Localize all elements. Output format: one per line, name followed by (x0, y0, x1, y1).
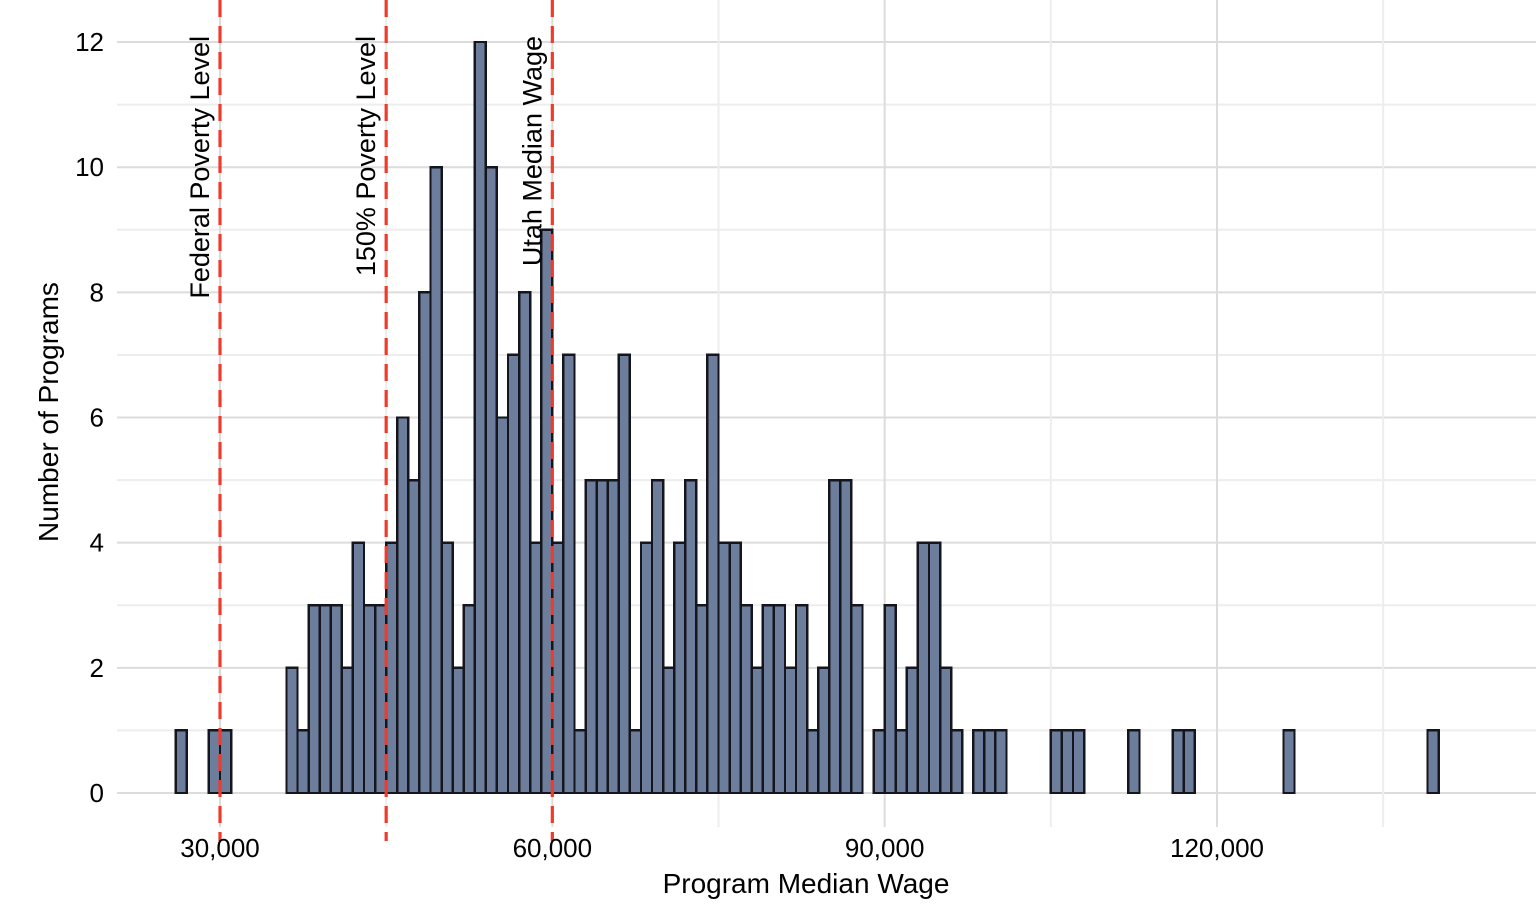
histogram-bar (1171, 729, 1185, 795)
histogram-bar (872, 729, 886, 795)
histogram-bar (440, 541, 454, 795)
histogram-bar (373, 604, 388, 795)
histogram-bar (684, 478, 698, 795)
histogram-bar (451, 666, 465, 795)
histogram-bar (994, 729, 1008, 795)
bars-layer (174, 40, 1440, 795)
histogram-bar (429, 165, 443, 795)
histogram-bar (174, 729, 188, 795)
histogram-bar (750, 666, 765, 795)
histogram-bar (573, 729, 587, 795)
histogram-bar (407, 478, 421, 795)
histogram-bar (528, 541, 543, 795)
histogram-bar (562, 353, 576, 795)
histogram-bar (983, 729, 997, 795)
histogram-bar (384, 541, 399, 795)
histogram-bar (761, 604, 776, 795)
histogram-bar (850, 604, 864, 795)
x-tick-label: 30,000 (180, 833, 260, 863)
histogram-bar (396, 416, 410, 795)
histogram-bar (783, 666, 798, 795)
y-tick-label: 0 (90, 778, 104, 808)
histogram-bar (495, 416, 510, 795)
reference-lines-layer: Federal Poverty Level 150% Poverty Level U… (185, 0, 554, 841)
histogram-bar (517, 291, 532, 795)
histogram-bar (672, 541, 687, 795)
histogram-bar (584, 478, 598, 795)
x-tick-label: 90,000 (845, 833, 925, 863)
histogram-bar (595, 478, 609, 795)
x-tick-label: 60,000 (513, 833, 593, 863)
histogram-bar (506, 353, 521, 795)
histogram-bar (362, 604, 377, 795)
histogram-bar (1182, 729, 1197, 795)
histogram-bar (296, 729, 310, 795)
histogram-bar (938, 666, 953, 795)
histogram-bar (817, 666, 831, 795)
histogram-bar (551, 541, 565, 795)
histogram-bar (717, 541, 731, 795)
histogram-bar (927, 541, 942, 795)
histogram-bar (1282, 729, 1296, 795)
histogram-bar (1127, 729, 1141, 795)
histogram-bar (772, 604, 787, 795)
y-tick-label: 12 (75, 27, 104, 57)
histogram-bar (351, 541, 366, 795)
y-tick-label: 8 (90, 277, 104, 307)
histogram-bar (484, 165, 499, 795)
histogram-bar (628, 729, 643, 795)
histogram-bar (307, 604, 321, 795)
histogram-bar (916, 541, 931, 795)
histogram-bar (695, 604, 709, 795)
histogram-bar (650, 478, 665, 795)
histogram-bar (639, 541, 654, 795)
histogram-bar (828, 478, 842, 795)
y-tick-label: 4 (90, 528, 104, 558)
histogram-bar (794, 604, 809, 795)
histogram-bar (1060, 729, 1075, 795)
histogram-bar (462, 604, 476, 795)
histogram-bar (473, 40, 488, 795)
histogram-bar (617, 353, 632, 795)
histogram-bar (839, 478, 853, 795)
histogram-bar (285, 666, 299, 795)
histogram-bar (894, 729, 909, 795)
histogram-bar (949, 729, 964, 795)
histogram-bar (329, 604, 344, 795)
histogram-bar (905, 666, 920, 795)
histogram-bar (728, 541, 742, 795)
histogram-bar (218, 729, 233, 795)
histogram-bar (1071, 729, 1086, 795)
x-tick-label: 120,000 (1170, 833, 1264, 863)
reference-line-label: Utah Median Wage (517, 36, 547, 266)
histogram-bar (661, 666, 676, 795)
histogram-bar (418, 291, 432, 795)
y-tick-label: 10 (75, 152, 104, 182)
histogram-bar (540, 228, 554, 795)
histogram-bar (739, 604, 753, 795)
histogram-bar (883, 604, 897, 795)
reference-line-label: Federal Poverty Level (185, 36, 215, 299)
tick-labels-layer: 30,000 60,000 90,000 120,000 0 2 4 6 8 10 12 (75, 27, 1264, 863)
histogram-bar (1049, 729, 1064, 795)
histogram-bar (706, 353, 720, 795)
reference-line-label: 150% Poverty Level (351, 36, 381, 276)
y-tick-label: 2 (90, 653, 104, 683)
histogram-bar (318, 604, 332, 795)
histogram-bar (972, 729, 986, 795)
histogram-bar (805, 729, 820, 795)
y-tick-label: 6 (90, 403, 104, 433)
histogram-bar (1426, 729, 1440, 795)
x-axis-title: Program Median Wage (663, 868, 950, 899)
histogram-bar (207, 729, 222, 795)
histogram-bar (606, 478, 620, 795)
histogram-bar (340, 666, 355, 795)
y-axis-title: Number of Programs (33, 282, 64, 542)
